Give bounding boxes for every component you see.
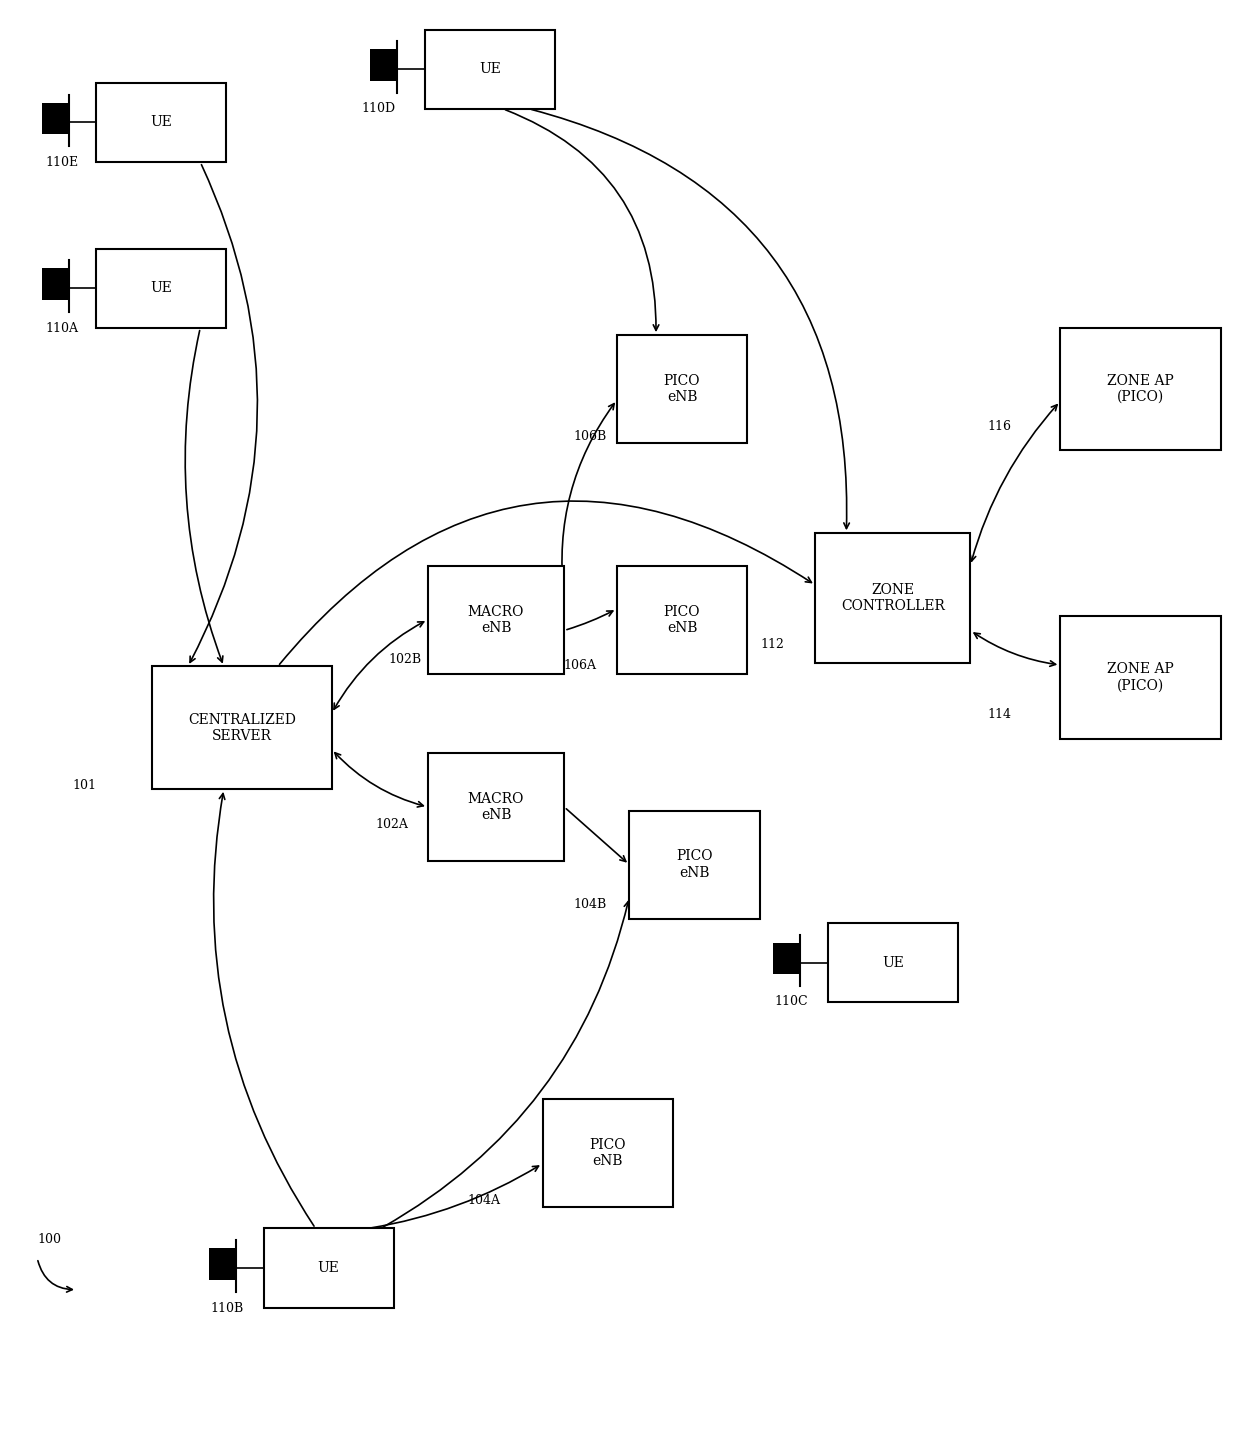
FancyBboxPatch shape [97,82,226,163]
FancyBboxPatch shape [42,102,69,134]
Text: 110D: 110D [361,101,396,115]
FancyBboxPatch shape [151,666,332,790]
Text: 104A: 104A [467,1193,500,1208]
Text: 114: 114 [987,708,1012,722]
FancyBboxPatch shape [774,942,801,974]
Text: PICO
eNB: PICO eNB [589,1138,626,1167]
FancyBboxPatch shape [424,29,556,110]
Text: 110E: 110E [46,156,78,170]
Text: ZONE AP
(PICO): ZONE AP (PICO) [1107,663,1174,692]
Text: 110C: 110C [774,994,808,1009]
Text: CENTRALIZED
SERVER: CENTRALIZED SERVER [188,713,295,742]
FancyBboxPatch shape [370,49,397,81]
Text: 106B: 106B [574,429,606,444]
Text: 102A: 102A [376,817,408,831]
FancyBboxPatch shape [42,268,69,300]
Text: PICO
eNB: PICO eNB [663,605,701,634]
FancyBboxPatch shape [828,924,957,1003]
FancyBboxPatch shape [263,1228,394,1308]
FancyBboxPatch shape [1060,617,1221,738]
Text: 102B: 102B [389,653,422,667]
FancyBboxPatch shape [1060,329,1221,450]
FancyBboxPatch shape [618,336,746,444]
Text: MACRO
eNB: MACRO eNB [467,605,525,634]
Text: ZONE AP
(PICO): ZONE AP (PICO) [1107,375,1174,403]
FancyBboxPatch shape [210,1248,237,1280]
Text: PICO
eNB: PICO eNB [663,375,701,403]
Text: 112: 112 [760,637,785,651]
Text: PICO
eNB: PICO eNB [676,850,713,879]
FancyBboxPatch shape [428,752,564,862]
Text: 116: 116 [987,419,1012,434]
Text: UE: UE [150,115,172,130]
Text: 100: 100 [37,1232,62,1246]
FancyBboxPatch shape [428,565,564,673]
Text: 106A: 106A [564,659,596,673]
Text: 104B: 104B [574,898,606,912]
Text: ZONE
CONTROLLER: ZONE CONTROLLER [841,584,945,612]
FancyBboxPatch shape [97,248,226,327]
FancyBboxPatch shape [543,1099,672,1208]
Text: UE: UE [882,955,904,970]
FancyBboxPatch shape [630,810,759,919]
Text: UE: UE [317,1261,340,1275]
Text: UE: UE [150,281,172,295]
Text: 110A: 110A [46,321,78,336]
FancyBboxPatch shape [816,533,970,663]
Text: MACRO
eNB: MACRO eNB [467,793,525,821]
FancyBboxPatch shape [618,565,746,673]
Text: 110B: 110B [211,1301,243,1316]
Text: 101: 101 [72,778,97,793]
Text: UE: UE [479,62,501,76]
